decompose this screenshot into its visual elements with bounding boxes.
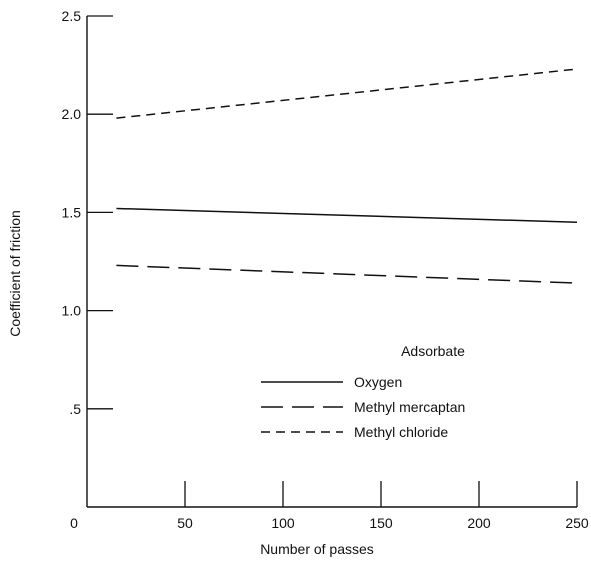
y-axis-title: Coefficient of friction: [7, 210, 23, 337]
x-ticks: 0 50 100 150 200 250: [70, 481, 589, 531]
y-tick-label-2.0: 2.0: [62, 106, 82, 122]
legend: Adsorbate Oxygen Methyl mercaptan Methyl c…: [261, 343, 465, 440]
x-axis-title: Number of passes: [260, 541, 374, 557]
axes: [86, 16, 577, 508]
x-tick-label-150: 150: [369, 515, 393, 531]
x-tick-label-200: 200: [467, 515, 491, 531]
y-tick-label-2.5: 2.5: [62, 8, 82, 24]
x-tick-label-250: 250: [565, 515, 589, 531]
series: [116, 68, 578, 284]
y-tick-label-1.5: 1.5: [62, 204, 82, 220]
legend-label-methyl-chloride: Methyl chloride: [354, 424, 448, 440]
y-ticks: .5 1.0 1.5 2.0 2.5: [62, 8, 113, 417]
legend-title: Adsorbate: [401, 343, 465, 359]
legend-label-oxygen: Oxygen: [354, 374, 402, 390]
y-tick-label-1.0: 1.0: [62, 303, 82, 319]
y-tick-label-.5: .5: [69, 401, 81, 417]
x-tick-label-50: 50: [177, 515, 193, 531]
series-line-methyl-chloride: [116, 68, 578, 119]
x-tick-label-0: 0: [70, 515, 78, 531]
x-tick-label-100: 100: [271, 515, 295, 531]
series-line-oxygen: [116, 207, 578, 223]
legend-label-methyl-mercaptan: Methyl mercaptan: [354, 399, 465, 415]
series-line-methyl-mercaptan: [116, 264, 578, 284]
legend-items: Oxygen Methyl mercaptan Methyl chloride: [261, 374, 465, 440]
